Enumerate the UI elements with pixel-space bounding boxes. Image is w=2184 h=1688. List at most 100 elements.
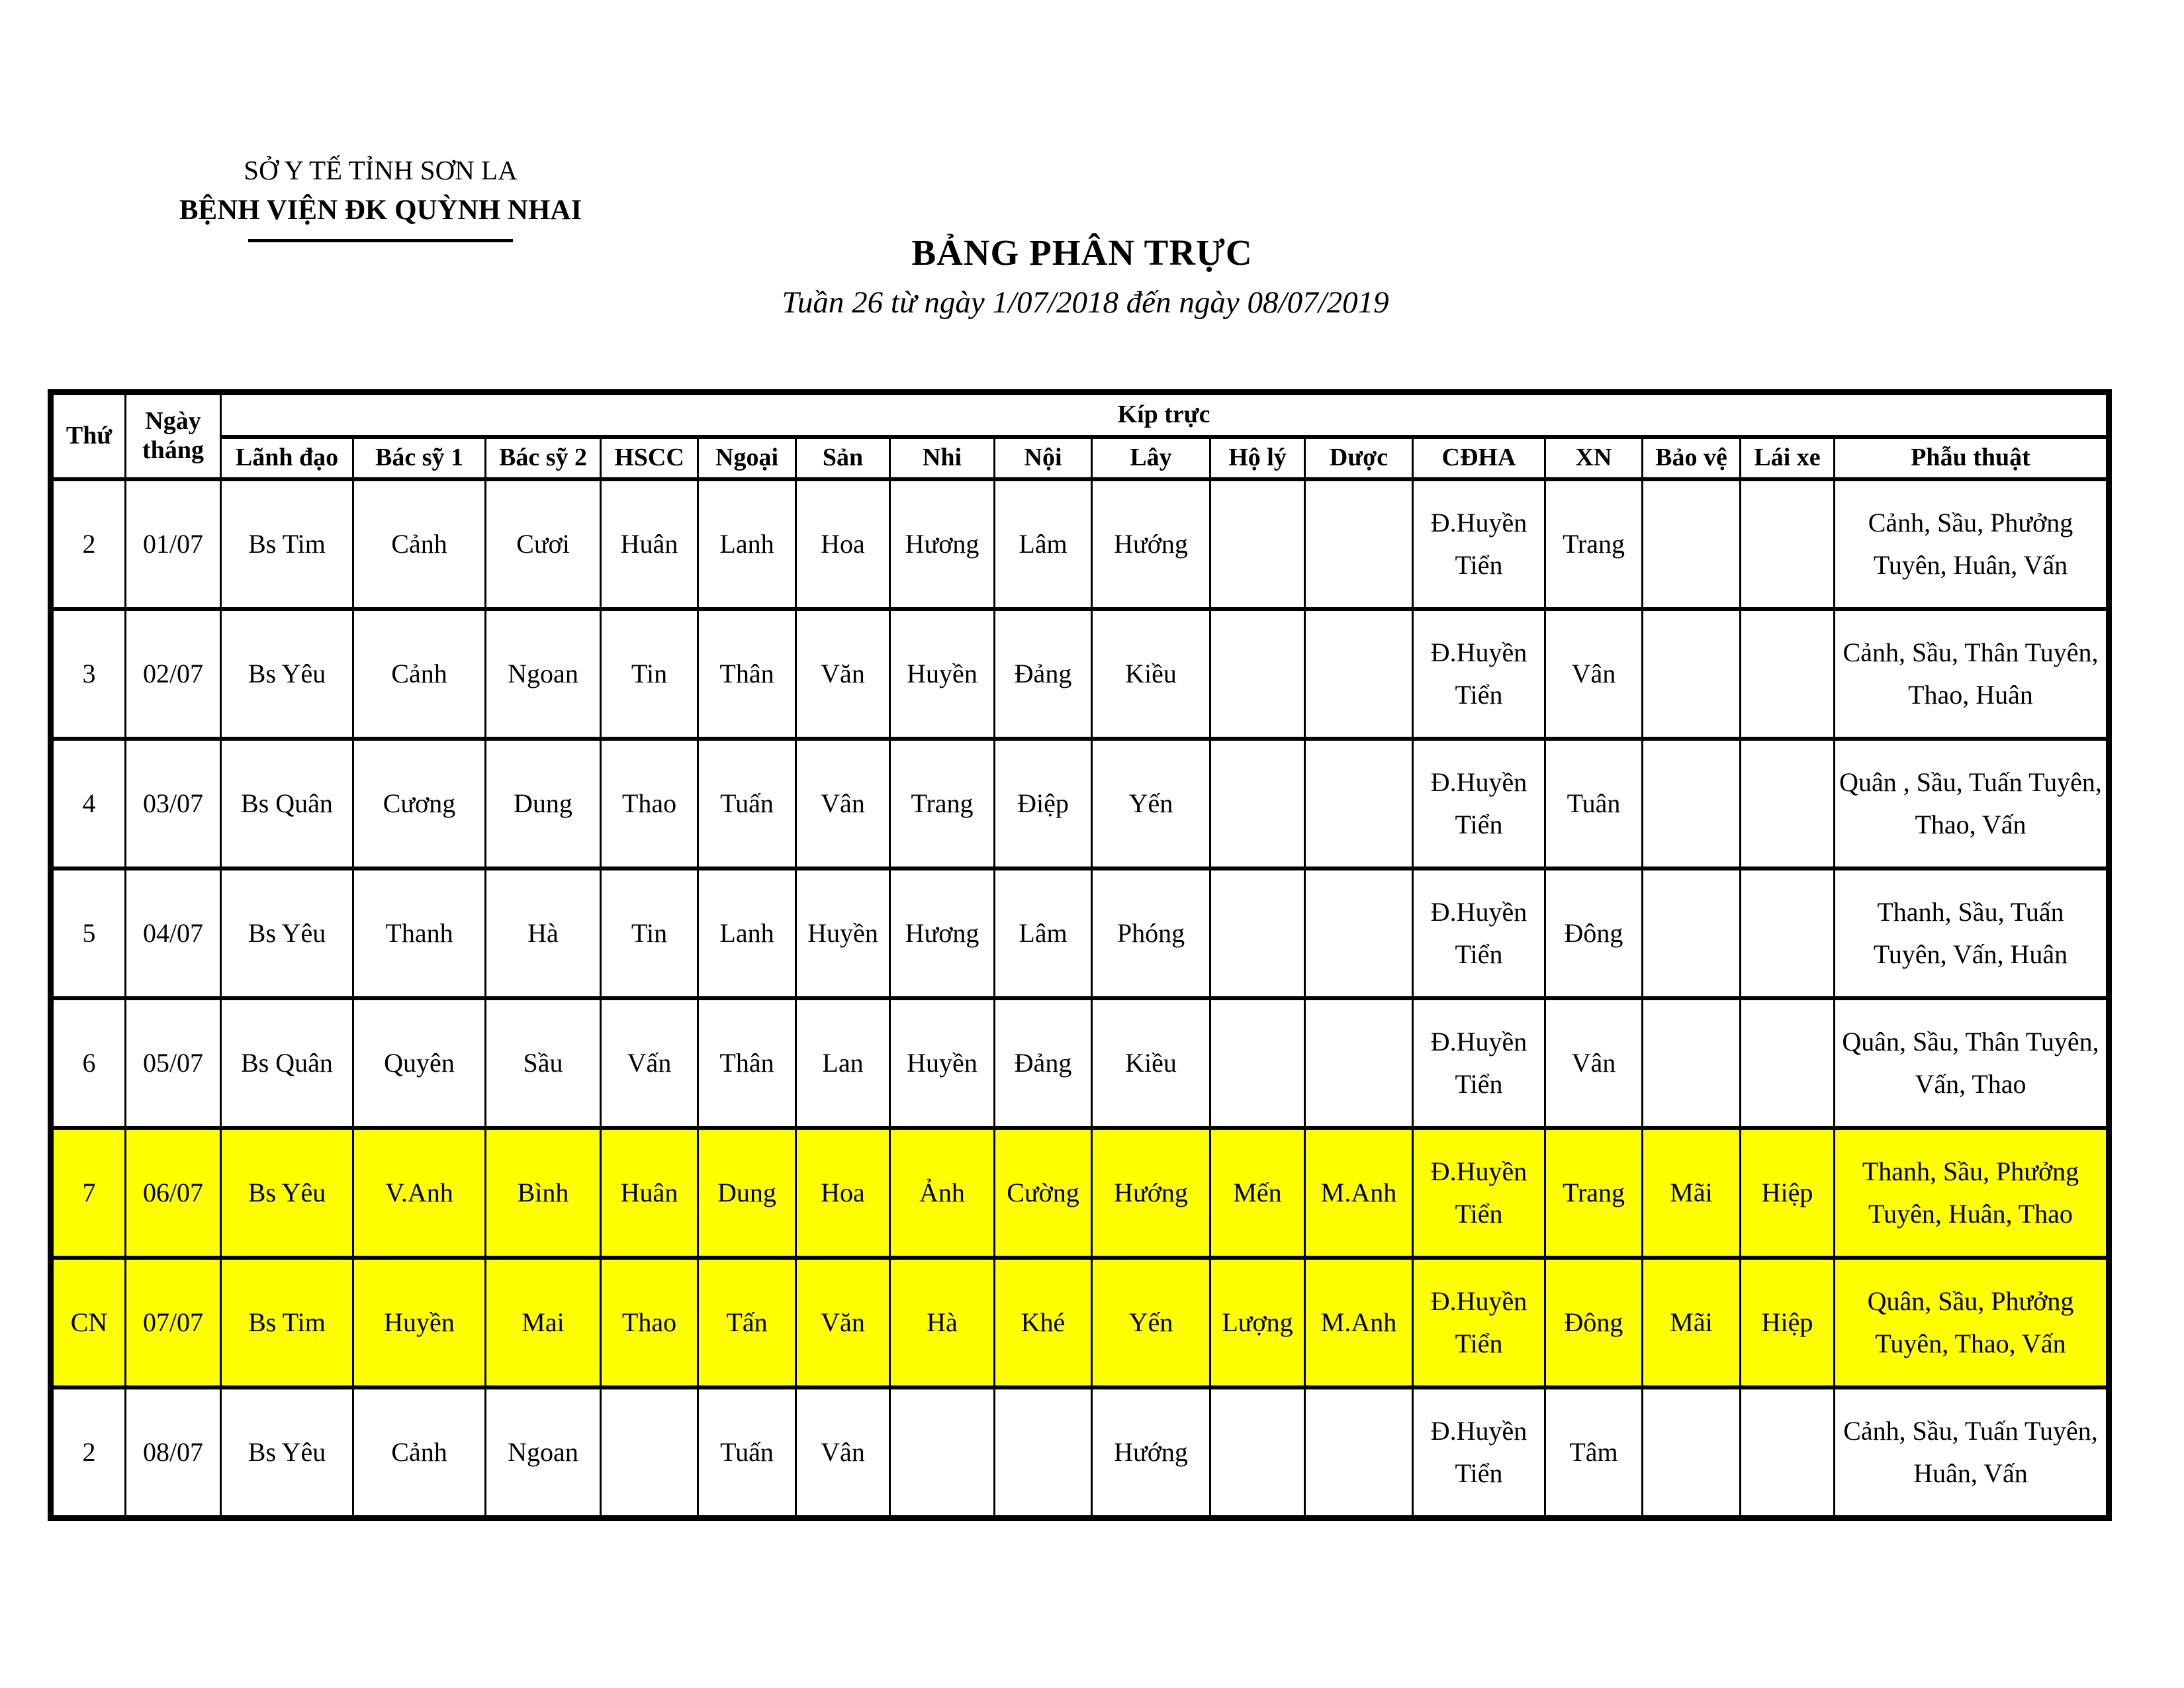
- cell-lanh-dao: Bs Tim: [220, 477, 354, 611]
- org-name-line2: BỆNH VIỆN ĐK QUỲNH NHAI: [179, 195, 582, 226]
- cell-bac-sy-1: Cương: [352, 737, 486, 870]
- cell-hscc: Thao: [600, 1256, 699, 1389]
- cell-bac-sy-2: Bình: [484, 1126, 602, 1260]
- cell-bao-ve: [1641, 996, 1741, 1130]
- cell-duoc: [1304, 1385, 1414, 1521]
- cell-nhi: Huyền: [889, 996, 995, 1130]
- cell-weekday: 4: [50, 737, 126, 870]
- cell-nhi: Trang: [889, 737, 995, 870]
- cell-ho-ly: [1209, 1385, 1306, 1521]
- cell-phau-thuat: Quân , Sầu, Tuấn Tuyên, Thao, Vấn: [1833, 737, 2110, 870]
- cell-lai-xe: Hiệp: [1739, 1126, 1835, 1260]
- cell-bac-sy-2: Cươi: [484, 477, 602, 611]
- cell-duoc: [1304, 477, 1414, 611]
- cell-ngoai: Lanh: [697, 867, 797, 1000]
- cell-hscc: Tin: [600, 607, 699, 741]
- cell-bao-ve: Mãi: [1641, 1256, 1741, 1389]
- cell-phau-thuat: Cảnh, Sầu, Tuấn Tuyên, Huân, Vấn: [1833, 1385, 2110, 1521]
- org-underline: [248, 239, 513, 242]
- cell-bao-ve: Mãi: [1641, 1126, 1741, 1260]
- cell-cdha: Đ.Huyền Tiển: [1412, 1126, 1546, 1260]
- table-row: CN 07/07 Bs Tim Huyền Mai Thao Tấn Văn Hà Khé Yến L…: [50, 1256, 2110, 1389]
- cell-lay: Kiều: [1091, 607, 1211, 741]
- page-title: BẢNG PHÂN TRỰC: [911, 232, 1253, 273]
- col-header-hscc: HSCC: [600, 435, 699, 481]
- cell-nhi: Hương: [889, 477, 995, 611]
- cell-lay: Yến: [1091, 737, 1211, 870]
- header-row-sub: Lãnh đạo Bác sỹ 1 Bác sỹ 2 HSCC Ngoại Sản Nhi N…: [51, 435, 2110, 481]
- cell-date: 05/07: [124, 996, 222, 1130]
- cell-san: Hoa: [795, 477, 891, 611]
- cell-phau-thuat: Quân, Sầu, Phưởng Tuyên, Thao, Vấn: [1833, 1256, 2110, 1389]
- cell-weekday: 2: [50, 477, 126, 611]
- cell-xn: Vân: [1544, 996, 1643, 1130]
- cell-nhi: Hương: [889, 867, 995, 1000]
- cell-lanh-dao: Bs Yêu: [220, 867, 354, 1000]
- cell-lay: Phóng: [1091, 867, 1211, 1000]
- cell-san: Hoa: [795, 1126, 891, 1260]
- cell-noi: Lâm: [993, 867, 1093, 1000]
- cell-nhi: Ảnh: [889, 1126, 995, 1260]
- cell-duoc: M.Anh: [1304, 1256, 1414, 1389]
- cell-ho-ly: [1209, 996, 1306, 1130]
- cell-ngoai: Tuấn: [697, 1385, 797, 1521]
- cell-hscc: Huân: [600, 477, 699, 611]
- cell-noi: Đảng: [993, 607, 1093, 741]
- cell-date: 03/07: [124, 737, 222, 870]
- cell-weekday: 2: [50, 1385, 126, 1521]
- col-header-noi: Nội: [993, 435, 1093, 481]
- cell-lai-xe: [1739, 607, 1835, 741]
- cell-bac-sy-2: Sầu: [484, 996, 602, 1130]
- col-header-bac-sy-2: Bác sỹ 2: [484, 435, 602, 481]
- cell-ngoai: Lanh: [697, 477, 797, 611]
- cell-san: Lan: [795, 996, 891, 1130]
- cell-bac-sy-1: Cảnh: [352, 477, 486, 611]
- cell-bao-ve: [1641, 607, 1741, 741]
- cell-xn: Trang: [1544, 477, 1643, 611]
- roster-head: Thứ Ngày tháng Kíp trực Lãnh đạo Bác sỹ 1…: [50, 390, 2110, 481]
- col-header-kip-truc: Kíp trực: [220, 390, 2110, 439]
- cell-ngoai: Tấn: [697, 1256, 797, 1389]
- cell-cdha: Đ.Huyền Tiển: [1412, 737, 1546, 870]
- cell-lanh-dao: Bs Yêu: [220, 607, 354, 741]
- cell-lai-xe: [1739, 867, 1835, 1000]
- cell-phau-thuat: Cảnh, Sầu, Thân Tuyên, Thao, Huân: [1833, 607, 2110, 741]
- roster-table: Thứ Ngày tháng Kíp trực Lãnh đạo Bác sỹ 1…: [48, 389, 2112, 1521]
- cell-ho-ly: [1209, 607, 1306, 741]
- cell-bac-sy-1: Thanh: [352, 867, 486, 1000]
- cell-cdha: Đ.Huyền Tiển: [1412, 996, 1546, 1130]
- cell-lay: Kiều: [1091, 996, 1211, 1130]
- cell-date: 01/07: [124, 477, 222, 611]
- cell-bac-sy-1: Quyên: [352, 996, 486, 1130]
- org-header: SỞ Y TẾ TỈNH SƠN LA BỆNH VIỆN ĐK QUỲNH N…: [149, 154, 612, 242]
- cell-phau-thuat: Thanh, Sầu, Phưởng Tuyên, Huân, Thao: [1833, 1126, 2110, 1260]
- cell-ho-ly: [1209, 737, 1306, 870]
- table-row: 6 05/07 Bs Quân Quyên Sầu Vấn Thân Lan Huyền Đảng…: [50, 996, 2110, 1130]
- col-header-duoc: Dược: [1304, 435, 1414, 481]
- cell-bac-sy-2: Mai: [484, 1256, 602, 1389]
- cell-ho-ly: Mến: [1209, 1126, 1306, 1260]
- cell-lanh-dao: Bs Yêu: [220, 1126, 354, 1260]
- cell-lai-xe: [1739, 477, 1835, 611]
- cell-hscc: [600, 1385, 699, 1521]
- col-header-bao-ve: Bảo vệ: [1641, 435, 1741, 481]
- cell-bac-sy-1: Cảnh: [352, 607, 486, 741]
- table-row: 4 03/07 Bs Quân Cương Dung Thao Tuấn Vân Trang Đi…: [50, 737, 2110, 870]
- table-row: 7 06/07 Bs Yêu V.Anh Bình Huân Dung Hoa Ảnh Cường…: [50, 1126, 2110, 1260]
- cell-duoc: [1304, 737, 1414, 870]
- cell-san: Vân: [795, 1385, 891, 1521]
- cell-ngoai: Dung: [697, 1126, 797, 1260]
- cell-date: 08/07: [124, 1385, 222, 1521]
- cell-san: Văn: [795, 1256, 891, 1389]
- col-header-lanh-dao: Lãnh đạo: [220, 435, 354, 481]
- cell-noi: Điệp: [993, 737, 1093, 870]
- cell-phau-thuat: Cảnh, Sầu, Phưởng Tuyên, Huân, Vấn: [1833, 477, 2110, 611]
- cell-ngoai: Thân: [697, 996, 797, 1130]
- cell-weekday: 3: [50, 607, 126, 741]
- cell-san: Văn: [795, 607, 891, 741]
- cell-ho-ly: Lượng: [1209, 1256, 1306, 1389]
- cell-lanh-dao: Bs Tim: [220, 1256, 354, 1389]
- cell-san: Huyền: [795, 867, 891, 1000]
- cell-phau-thuat: Quân, Sầu, Thân Tuyên, Vấn, Thao: [1833, 996, 2110, 1130]
